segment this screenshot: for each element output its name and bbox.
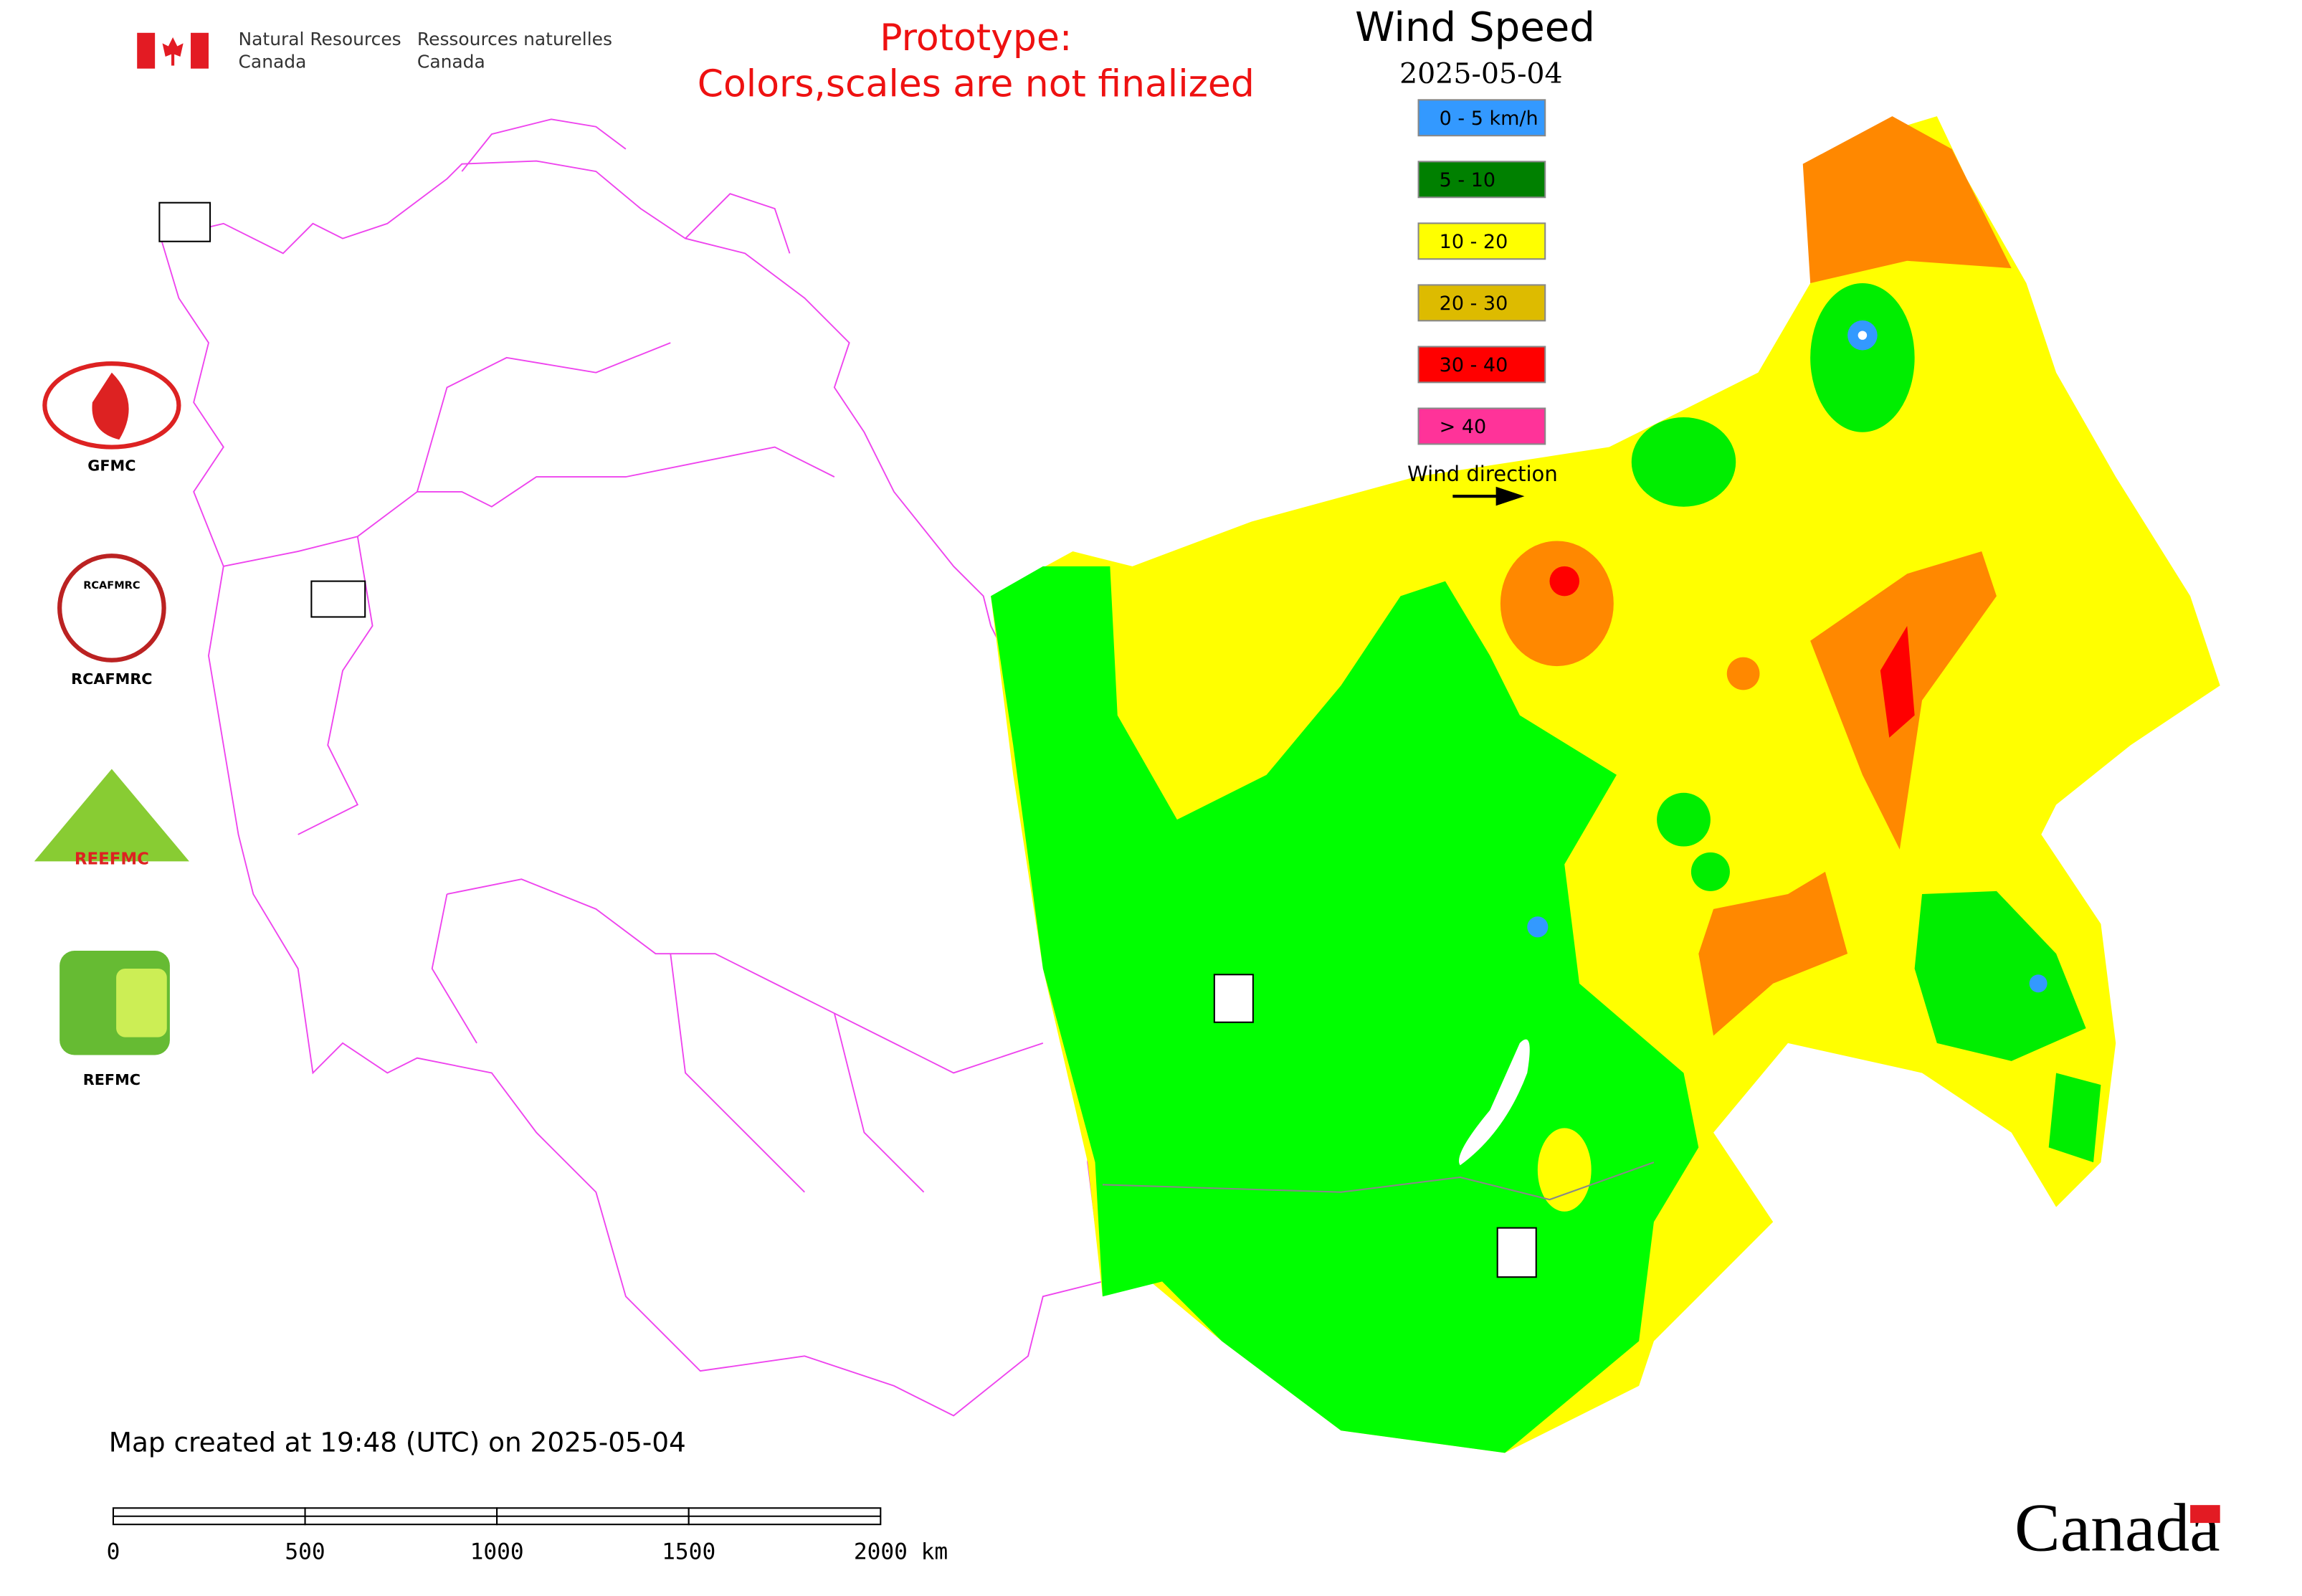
wind-zone	[1880, 625, 1915, 738]
legend-date: 2025-05-04	[1399, 57, 1563, 90]
wind-zone	[1690, 852, 1730, 891]
legend-swatch	[1417, 407, 1546, 445]
logo-label: RCAFMRC	[71, 670, 152, 688]
wind-zone	[1858, 331, 1868, 340]
wind-zone	[1527, 916, 1549, 938]
created-note: Map created at 19:48 (UTC) on 2025-05-04	[109, 1426, 686, 1458]
agency-en: Canada	[239, 51, 307, 72]
legend-label: 5 - 10	[1440, 169, 1495, 191]
gfmc-logo	[92, 372, 129, 440]
wordmark: Canada	[2015, 1490, 2220, 1566]
scale-label: 1500	[662, 1539, 715, 1565]
legend-swatch	[1417, 99, 1546, 137]
logo-marker	[1213, 974, 1254, 1023]
wind-zone	[1537, 1128, 1592, 1212]
scale-label: 500	[285, 1539, 325, 1565]
legend-label: 20 - 30	[1440, 293, 1508, 315]
flag-bar	[137, 32, 156, 69]
logo-text: RCAFMRC	[83, 580, 140, 592]
rcafmrc-logo	[57, 554, 166, 662]
outline	[461, 118, 791, 254]
outline	[160, 160, 1103, 1417]
notice: Colors,scales are not finalized	[698, 63, 1255, 106]
wind-zone	[2029, 974, 2047, 993]
wind-direction-label: Wind direction	[1407, 462, 1558, 486]
legend-title: Wind Speed	[1355, 4, 1595, 51]
legend-swatch	[1417, 284, 1546, 322]
wind-zone	[1549, 566, 1580, 597]
outline	[223, 342, 1044, 1193]
wind-zone	[2048, 1073, 2101, 1163]
reefmc-logo	[34, 769, 189, 862]
logo-text: REEFMC	[75, 850, 149, 869]
refmc-logo	[116, 968, 167, 1037]
notice: Prototype:	[880, 16, 1072, 60]
flag-bar	[191, 32, 209, 69]
logo-label: GFMC	[87, 457, 135, 475]
wind-zone	[1631, 417, 1736, 507]
legend-label: > 40	[1440, 416, 1487, 438]
wind-zone	[1810, 282, 1915, 432]
wind-zone	[1726, 657, 1760, 690]
wind-zone	[1698, 871, 1848, 1036]
legend: 0 - 5 km/h 5 - 10 10 - 20 20 - 30 30 - 40 > 4…	[1417, 99, 1546, 445]
wind-zone	[1802, 116, 2012, 283]
legend-label: 0 - 5 km/h	[1440, 108, 1538, 130]
logo-marker	[1496, 1227, 1537, 1278]
scale-label: 0	[107, 1539, 120, 1565]
lake	[1459, 1039, 1530, 1166]
wind-zone	[1500, 541, 1614, 667]
agency-fr: Ressources naturelles	[417, 29, 612, 49]
legend-swatch	[1417, 161, 1546, 199]
country-outlines	[160, 118, 1103, 1417]
logo-marker	[310, 580, 366, 618]
agency-en: Natural Resources	[239, 29, 401, 49]
logo-label: REFMC	[83, 1071, 141, 1088]
wind-arrow	[1452, 486, 1525, 506]
scale-label: 2000 km	[854, 1539, 948, 1565]
agency-fr: Canada	[417, 51, 485, 72]
legend-swatch	[1417, 346, 1546, 384]
wordmark-flag	[2190, 1505, 2220, 1524]
flag	[137, 32, 209, 69]
legend-label: 10 - 20	[1440, 231, 1508, 253]
scale-label: 1000	[470, 1539, 524, 1565]
logo-marker	[158, 201, 211, 242]
wind-zone	[1914, 890, 2086, 1061]
wind-zone	[1657, 792, 1711, 847]
maple-leaf	[162, 37, 184, 66]
scale-bar: 0 500 1000 1500 2000 km	[107, 1507, 948, 1565]
border	[1102, 1162, 1655, 1201]
gfmc-logo	[42, 361, 181, 450]
legend-swatch	[1417, 222, 1546, 260]
legend-label: 30 - 40	[1440, 354, 1508, 376]
